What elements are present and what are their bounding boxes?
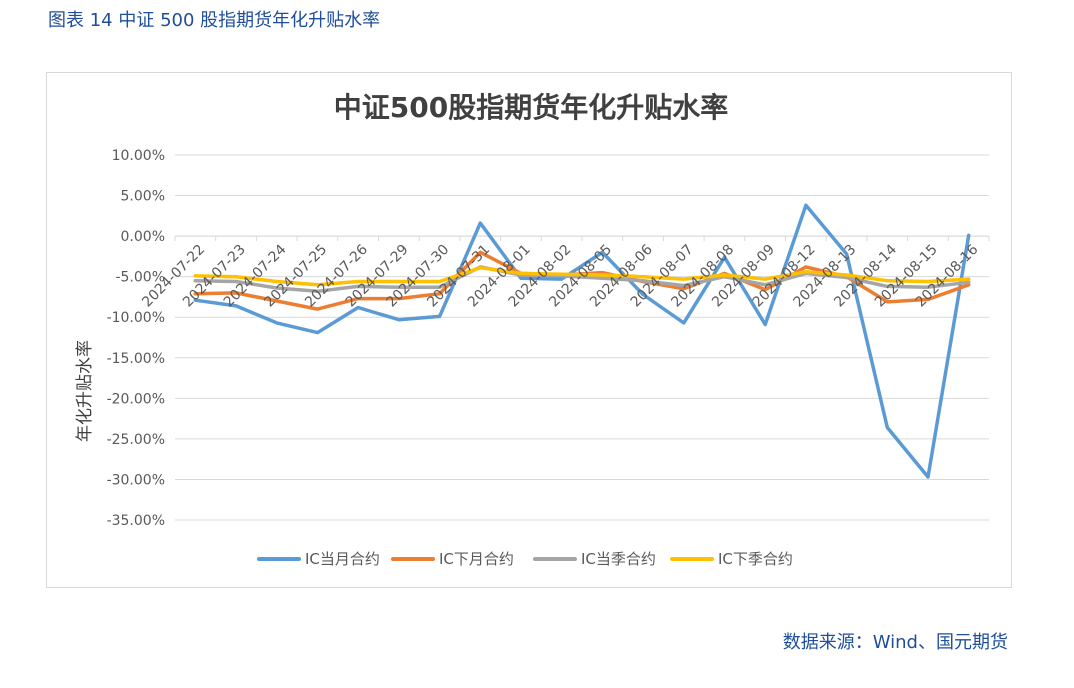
- figure-caption: 图表 14 中证 500 股指期货年化升贴水率: [48, 10, 381, 31]
- y-tick-label: -20.00%: [107, 391, 165, 407]
- line-chart: 中证500股指期货年化升贴水率 10.00% 5.00% 0.00% -5.00% -1…: [75, 91, 990, 568]
- y-tick-label: -5.00%: [115, 270, 165, 286]
- y-tick-label: -35.00%: [107, 513, 165, 529]
- legend-label: IC下月合约: [439, 550, 514, 568]
- y-tick-label: 10.00%: [112, 148, 165, 164]
- chart-title: 中证500股指期货年化升贴水率: [334, 91, 728, 124]
- y-tick-labels: 10.00% 5.00% 0.00% -5.00% -10.00% -15.00% -20.…: [107, 148, 165, 529]
- legend-label: IC下季合约: [718, 550, 793, 568]
- series-line: [193, 265, 971, 294]
- y-tick-label: -15.00%: [107, 351, 165, 367]
- y-tick-label: -10.00%: [107, 310, 165, 326]
- chart-frame: 中证500股指期货年化升贴水率 10.00% 5.00% 0.00% -5.00% -1…: [46, 72, 1012, 588]
- y-tick-label: -30.00%: [107, 472, 165, 488]
- series-line: [193, 265, 971, 287]
- grid-lines: [174, 154, 990, 521]
- series-lines: [193, 203, 971, 479]
- y-tick-label: 5.00%: [121, 189, 165, 205]
- source-note: 数据来源：Wind、国元期货: [782, 632, 1008, 653]
- y-axis-title: 年化升贴水率: [75, 340, 95, 442]
- legend-label: IC当月合约: [305, 550, 380, 568]
- series-line: [193, 203, 971, 479]
- legend: IC当月合约 IC下月合约 IC当季合约 IC下季合约: [257, 550, 793, 568]
- legend-label: IC当季合约: [581, 550, 656, 568]
- y-tick-label: 0.00%: [121, 229, 165, 245]
- y-tick-label: -25.00%: [107, 432, 165, 448]
